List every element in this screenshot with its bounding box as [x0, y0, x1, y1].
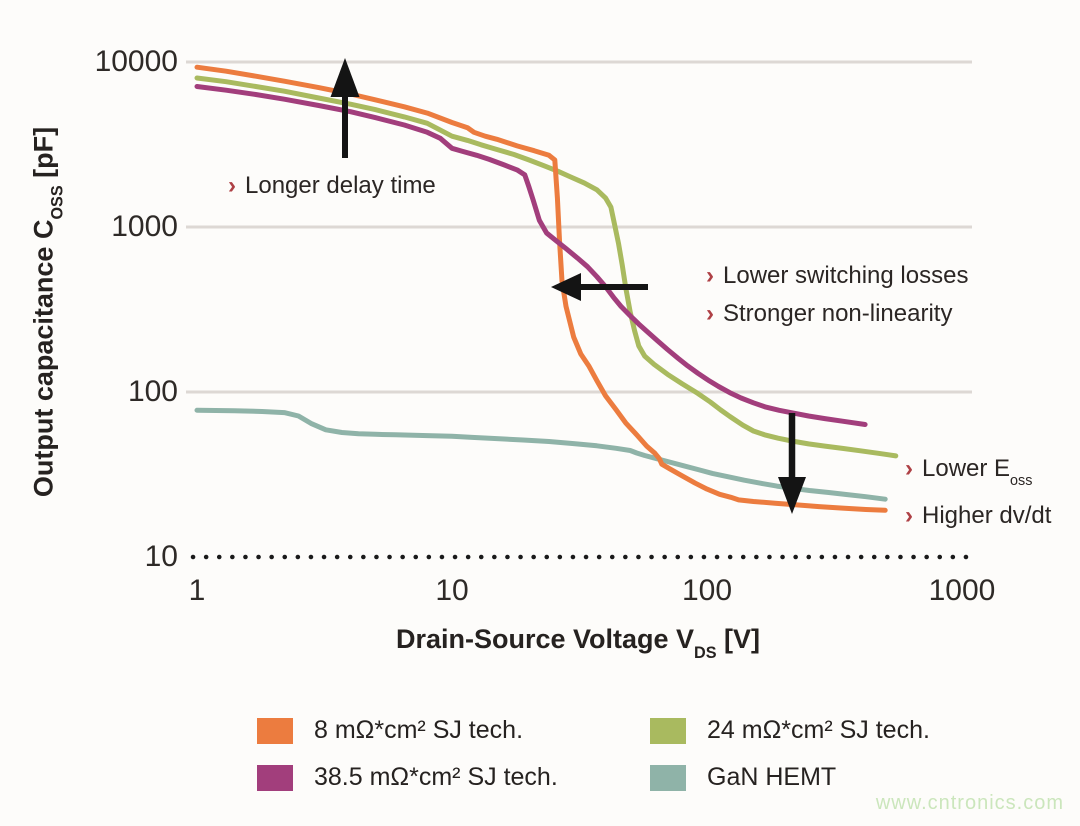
down-arrow-head [778, 477, 806, 514]
x-axis-title: Drain-Source Voltage VDS [V] [395, 624, 761, 662]
chevron-icon: › [905, 455, 913, 482]
series-curve-2 [194, 75, 899, 459]
legend-label: 8 mΩ*cm² SJ tech. [314, 716, 524, 744]
annotation-text: Longer delay time [245, 172, 436, 199]
legend-swatch [650, 717, 686, 744]
legend-item: 38.5 mΩ*cm² SJ tech. [257, 763, 558, 791]
legend-label: 38.5 mΩ*cm² SJ tech. [314, 763, 558, 791]
annotation-eoss-dvdt: › Lower Eoss › Higher dv/dt [905, 450, 1051, 534]
y-tick-label: 100 [127, 375, 178, 408]
y-tick-label: 10000 [94, 45, 178, 78]
annotation-text: Lower switching losses [723, 262, 969, 289]
legend-label: GaN HEMT [707, 763, 837, 791]
legend-swatch [257, 717, 293, 744]
annotation-switching-losses: › Lower switching losses › Stronger non-li… [706, 257, 968, 333]
y-tick-label: 1000 [111, 210, 178, 243]
x-tick-label: 10 [435, 574, 469, 607]
x-tick-label: 1 [188, 574, 206, 607]
series-curve-3 [194, 84, 868, 427]
annotation-text: Lower Eoss [922, 455, 1033, 489]
up-arrow-head [330, 58, 360, 97]
chevron-icon: › [706, 300, 714, 327]
y-tick-label: 10 [144, 540, 178, 573]
chevron-icon: › [905, 501, 913, 529]
x-tick-label: 100 [681, 574, 733, 607]
left-arrow-head [551, 273, 581, 301]
legend-item: 24 mΩ*cm² SJ tech. [650, 716, 930, 744]
legend-label: 24 mΩ*cm² SJ tech. [707, 716, 930, 744]
series-curve-4 [194, 407, 888, 502]
annotation-text: Stronger non-linearity [723, 300, 953, 327]
annotation-text: Higher dv/dt [922, 501, 1052, 529]
legend-item: GaN HEMT [650, 763, 837, 791]
x-tick-label: 1000 [928, 574, 996, 607]
annotation-longer-delay-time: › Longer delay time [228, 167, 436, 205]
y-axis-title: Output capacitance COSS [pF] [28, 126, 67, 498]
chevron-icon: › [706, 262, 714, 289]
chevron-icon: › [228, 172, 236, 199]
legend-item: 8 mΩ*cm² SJ tech. [257, 716, 524, 744]
series-curve-1 [194, 64, 888, 513]
watermark: www.cntronics.com [875, 792, 1064, 814]
legend-swatch [650, 764, 686, 791]
legend-swatch [257, 764, 293, 791]
